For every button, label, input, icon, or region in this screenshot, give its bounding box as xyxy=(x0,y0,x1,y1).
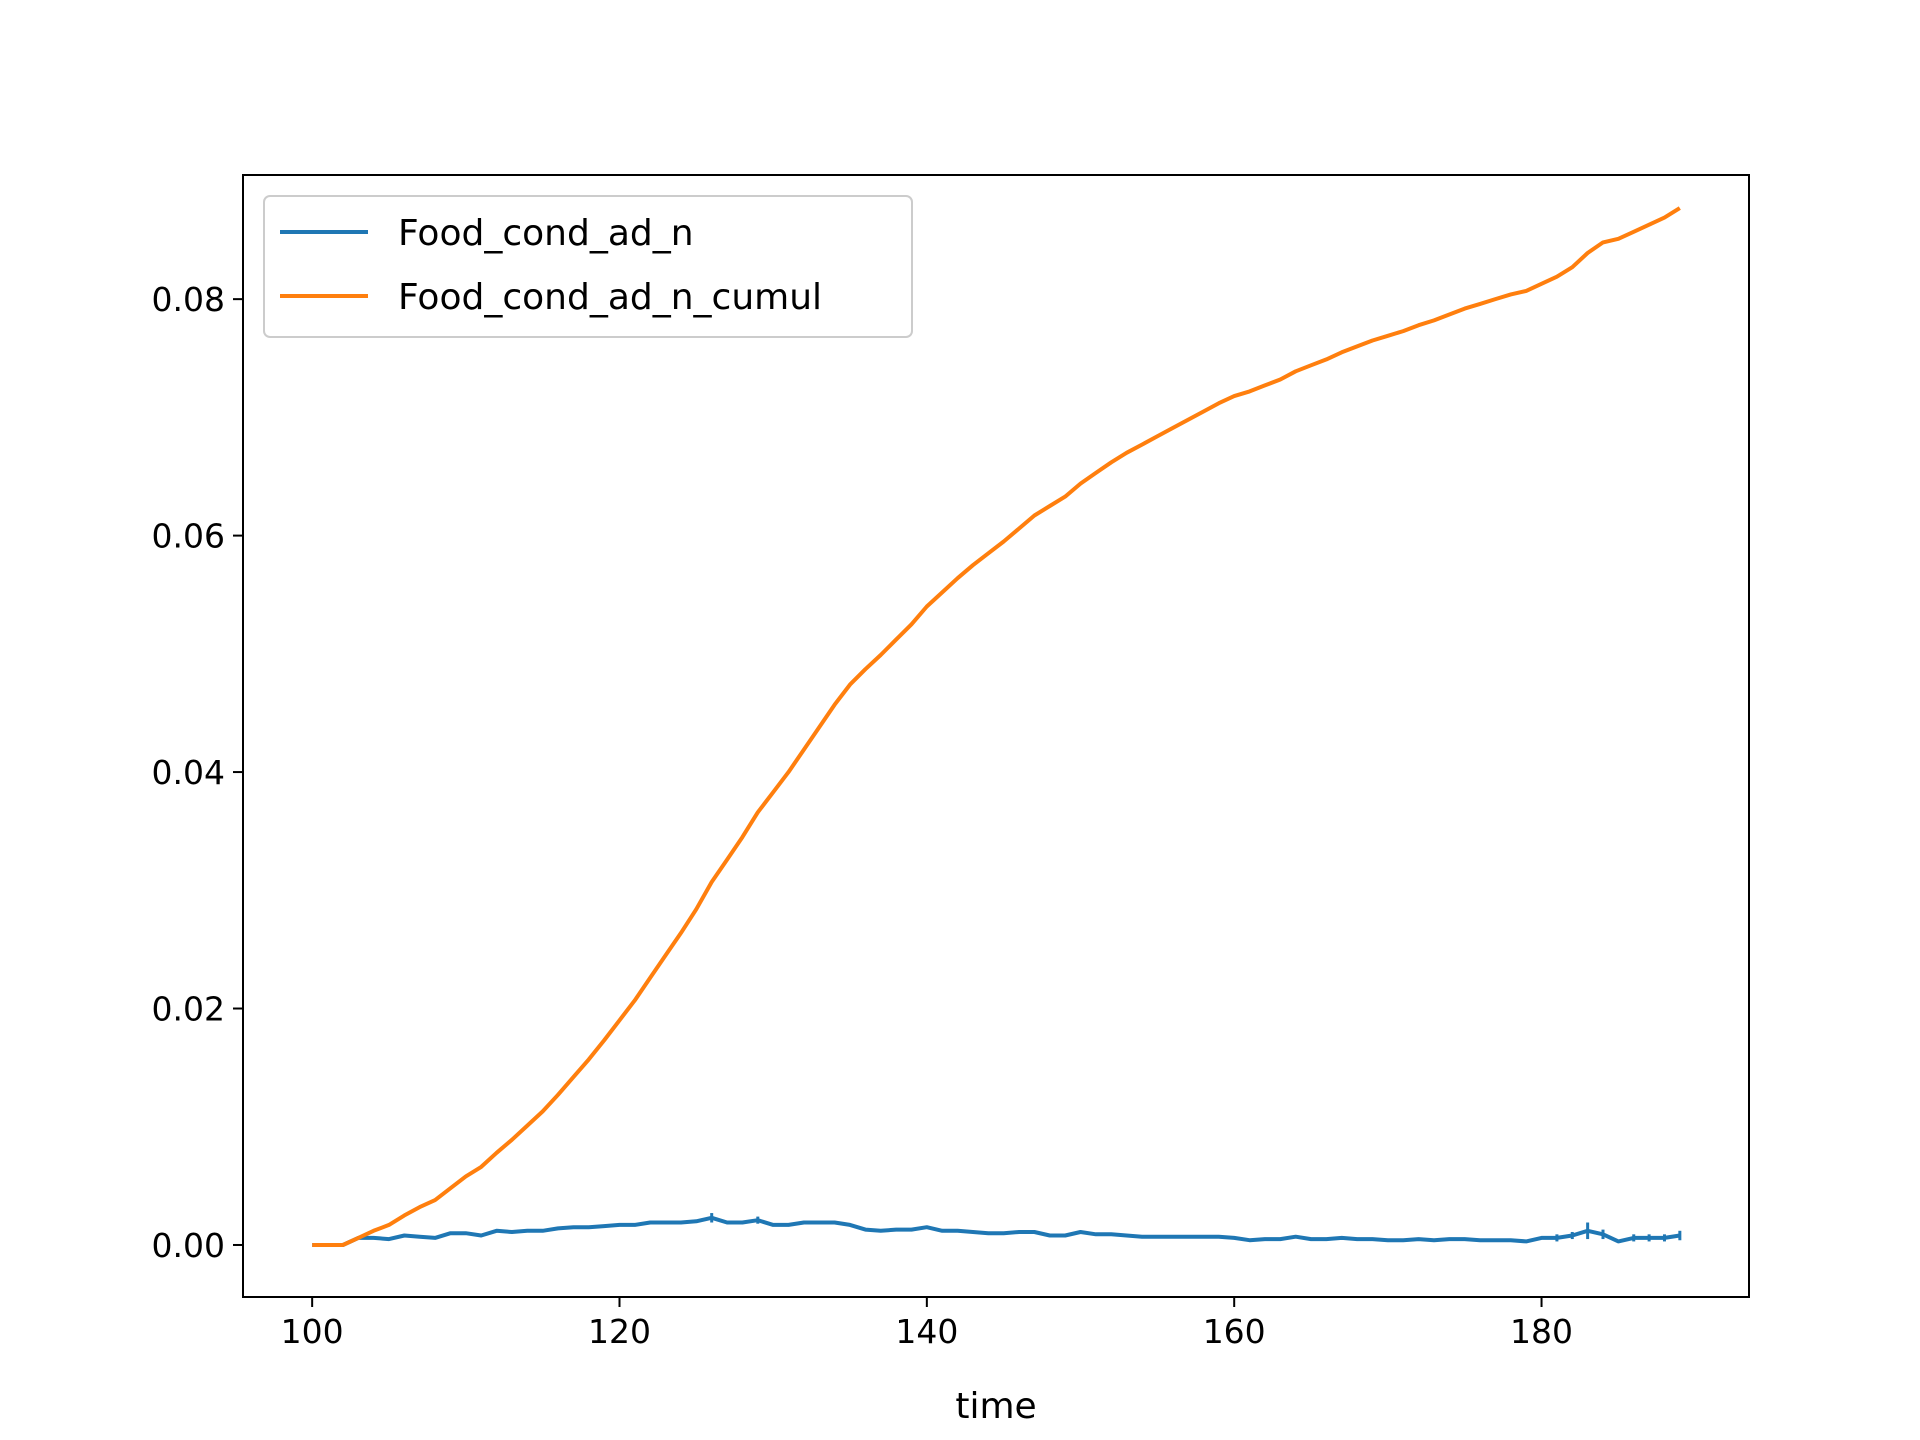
series-line-food-cond-ad-n-cumul xyxy=(312,206,1681,1247)
x-tick-label: 140 xyxy=(895,1312,958,1351)
axes-frame xyxy=(242,174,1750,1298)
x-tick-label: 180 xyxy=(1510,1312,1573,1351)
series-layer xyxy=(312,206,1682,1247)
x-axis-ticks: 100 120 140 160 180 xyxy=(281,1297,1573,1351)
y-tick-label: 0.00 xyxy=(152,1226,225,1265)
y-axis-ticks: 0.00 0.02 0.04 0.06 0.08 xyxy=(152,280,243,1265)
x-axis-label: time xyxy=(955,1386,1036,1427)
y-tick-label: 0.02 xyxy=(152,990,225,1029)
y-tick-label: 0.08 xyxy=(152,280,225,319)
legend-box xyxy=(263,195,913,338)
legend: Food_cond_ad_n Food_cond_ad_n_cumul xyxy=(263,195,913,338)
plot-area xyxy=(243,175,1749,1297)
x-tick-label: 160 xyxy=(1203,1312,1266,1351)
x-tick-label: 120 xyxy=(588,1312,651,1351)
legend-label-food-cond-ad-n: Food_cond_ad_n xyxy=(398,213,694,254)
y-tick-label: 0.06 xyxy=(152,517,225,556)
y-tick-label: 0.04 xyxy=(152,753,225,792)
series-line-food-cond-ad-n xyxy=(312,1215,1681,1247)
x-tick-label: 100 xyxy=(281,1312,344,1351)
legend-label-food-cond-ad-n-cumul: Food_cond_ad_n_cumul xyxy=(398,277,822,318)
